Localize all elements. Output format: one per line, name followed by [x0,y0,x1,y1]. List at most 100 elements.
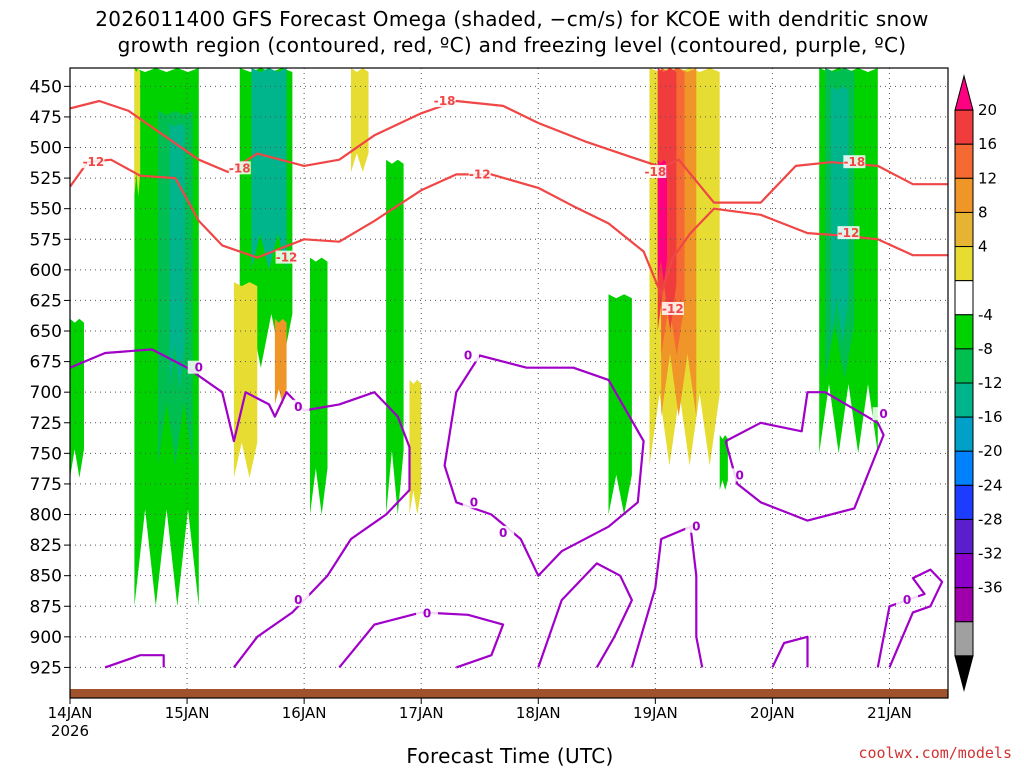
ground-strip [70,689,948,698]
contour-label-freezing_0a-2: 0 [294,593,302,607]
contour-dgz_-18 [70,99,948,204]
contour-label-bg-dgz_-12-2 [468,167,491,181]
contour-label-freezing_0c-0: 0 [423,607,431,621]
y-tick-label-10: 700 [30,383,62,403]
x-tick-label-1: 15JAN [165,704,210,722]
contour-label-freezing_0b-1: 0 [470,495,478,509]
contour-freezing_0a [70,348,411,669]
colorbar-seg-10 [954,416,974,452]
omega-region-0 [70,318,84,478]
colorbar-label-11: -28 [978,510,1003,528]
y-tick-label-4: 550 [30,200,62,220]
x-axis-ticks: 14JAN 15JAN 16JAN 17JAN 18JAN 19JAN 20JAN 21JAN… [48,698,912,740]
y-tick-label-2: 500 [30,139,62,159]
colorbar-seg-2 [954,143,974,179]
colorbar-seg-8 [954,348,974,384]
contour-label-freezing_0b-2: 0 [499,526,507,540]
omega-region-11 [350,68,369,172]
contour-label-bg-dgz_-18-0 [228,161,251,175]
contour-label-bg-freezing_0a-0 [187,360,210,374]
omega-region-6 [309,257,328,515]
colorbar-seg-11 [954,450,974,486]
contour-label-bg-freezing_0f-0 [728,468,751,482]
contour-freezing_0h [771,635,809,668]
contour-label-bg-freezing_0a-2 [287,593,310,607]
contour-label-dgz_-18-3: -18 [844,155,866,169]
colorbar-seg-4 [954,211,974,248]
credit-link[interactable]: coolwx.com/models [858,744,1012,762]
colorbar-label-4: 4 [978,238,988,256]
plot-frame [69,67,949,699]
x-tick-label-0: 14JAN [48,704,93,722]
contour-label-freezing_0g-0: 0 [903,593,911,607]
contour-label-freezing_0b-0: 0 [464,348,472,362]
contour-label-bg-freezing_0g-0 [896,593,919,607]
omega-region-8 [134,68,141,197]
contour-label-freezing_0a-1: 0 [294,400,302,414]
contour-label-dgz_-18-1: -18 [434,94,456,108]
contour-label-dgz_-12-2: -12 [469,167,491,181]
y-tick-label-12: 750 [30,444,62,464]
contour-label-bg-freezing_0b-1 [462,495,485,509]
contour-label-dgz_-12-1: -12 [276,251,298,265]
colorbar-label-8: -16 [978,408,1003,426]
omega-region-18 [657,159,667,283]
colorbar-label-5: -4 [978,306,993,324]
contour-label-dgz_-12-4: -12 [838,226,860,240]
contour-freezing_0g [876,568,944,668]
x-year-label: 2026 [51,722,89,740]
colorbar-seg-0 [954,74,974,111]
contour-dgz_-12 [70,158,948,296]
colorbar-label-7: -12 [978,374,1003,392]
contour-freezing_0e [630,525,704,668]
contour-label-bg-freezing_0c-0 [416,606,439,620]
contour-label-bg-freezing_0b-2 [492,525,515,539]
colorbar-seg-9 [954,382,974,418]
y-tick-label-19: 925 [30,658,62,678]
colorbar-label-3: 8 [978,203,988,221]
y-tick-label-11: 725 [30,414,62,434]
chart-title-line2: growth region (contoured, red, ºC) and f… [118,33,907,57]
omega-region-9 [233,282,258,478]
y-tick-label-5: 575 [30,230,62,250]
chart-title-line1: 2026011400 GFS Forecast Omega (shaded, −… [95,7,928,31]
contour-label-freezing_0f-0: 0 [735,468,743,482]
contour-label-dgz_-12-0: -12 [83,155,105,169]
y-tick-label-0: 450 [30,77,62,97]
y-axis-ticks: 450 475 500 525 550 575 600 625 650 675 700 725 750 7… [30,77,70,678]
contour-freezing_0d [537,562,634,668]
y-tick-label-7: 625 [30,291,62,311]
colorbar: 20 16 12 8 4 -4 -8 -12 -16 -20 -24 -28 -32 -36 [954,74,1003,692]
colorbar-label-2: 12 [978,169,997,187]
colorbar-seg-15 [954,587,974,623]
omega-region-13 [608,294,632,515]
y-tick-label-1: 475 [30,108,62,128]
colorbar-label-6: -8 [978,340,993,358]
contour-label-bg-dgz_-18-3 [843,155,866,169]
contour-freezing_0i [104,654,165,669]
colorbar-label-10: -24 [978,476,1003,494]
contour-label-dgz_-18-2: -18 [644,165,666,179]
contour-label-bg-dgz_-12-1 [275,250,298,264]
colorbar-label-0: 20 [978,101,997,119]
y-tick-label-14: 800 [30,506,62,526]
x-tick-label-5: 19JAN [633,704,678,722]
contour-label-freezing_0a-0: 0 [195,361,203,375]
x-tick-label-3: 17JAN [399,704,444,722]
x-tick-label-4: 18JAN [516,704,561,722]
colorbar-seg-14 [954,553,974,589]
x-axis-label: Forecast Time (UTC) [406,744,613,768]
colorbar-label-13: -36 [978,579,1003,597]
y-tick-label-18: 900 [30,628,62,648]
omega-region-7 [386,159,404,515]
y-tick-label-17: 875 [30,597,62,617]
colorbar-seg-16 [954,621,974,657]
contour-label-bg-dgz_-18-2 [644,164,667,178]
colorbar-label-1: 16 [978,135,997,153]
contour-freezing_0c [338,611,505,669]
contour-label-bg-freezing_0b-0 [457,348,480,362]
contour-label-bg-freezing_0e-0 [685,519,708,533]
x-tick-label-6: 20JAN [750,704,795,722]
y-tick-label-15: 825 [30,536,62,556]
